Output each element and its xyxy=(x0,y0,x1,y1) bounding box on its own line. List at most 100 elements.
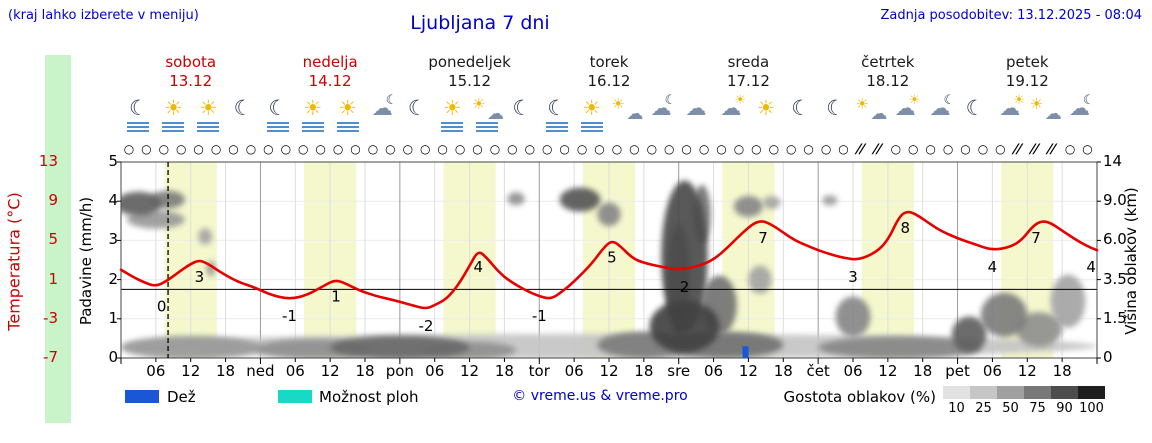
temperature-value-label: 1 xyxy=(331,288,341,306)
x-axis-tick-label: 06 xyxy=(982,362,1002,380)
temperature-value-label: -2 xyxy=(419,317,434,335)
fog-icon xyxy=(336,120,359,134)
cloudcover-symbol: ○ xyxy=(193,142,204,156)
cloudcover-symbol: ○ xyxy=(611,142,623,156)
day-date: 14.12 xyxy=(308,72,352,90)
rain-label: Dež xyxy=(167,388,196,406)
showers-swatch xyxy=(278,390,312,403)
cloudcover-symbol: ○ xyxy=(332,142,344,156)
density-scale-cell xyxy=(943,386,970,399)
cloud-density-scale: 10 25 50 75 90 100 xyxy=(943,384,1105,416)
cloud-glyph: ☁ xyxy=(626,104,644,124)
cloudcover-symbol: ○ xyxy=(716,142,727,156)
weather-icon-moon: ☾ xyxy=(959,97,991,135)
cloudcover-symbol: ○ xyxy=(210,142,222,156)
cloudcover-symbol: ○ xyxy=(960,142,971,156)
cloudcover-symbol: ○ xyxy=(594,142,605,156)
weather-icon-cloud-moon: ☾ ☁ xyxy=(645,93,677,135)
weather-icon-moon: ☾ xyxy=(785,97,817,135)
day-header: torek 16.12 xyxy=(539,53,679,91)
x-axis-tick-label: 18 xyxy=(773,362,793,380)
cloudcover-symbol: ○ xyxy=(1082,142,1093,156)
moon-glyph: ☾ xyxy=(826,96,845,120)
density-scale-value: 10 xyxy=(948,401,965,416)
weather-icon-sun: ☀ xyxy=(332,97,364,135)
temperature-value-label: 4 xyxy=(474,258,484,276)
cloud-symbol-row: ○ ○ ○ ○ ○ ○ ○ ○ ○ ○ ○ ○ ○ ○ ○ ○ ○ ○ ○ ○ ○ ○ ○ ○ ○ ○ ○ ○ ○ ○ ○ ○ ○ ○ ○ ○ ○ ○ ○ ○… xyxy=(0,142,1152,159)
x-axis-tick-label: 18 xyxy=(355,362,375,380)
weather-icon-moon: ☾ xyxy=(541,97,573,135)
cloudcover-symbol: ○ xyxy=(681,142,692,156)
day-name: četrtek xyxy=(861,53,915,71)
moon-glyph: ☾ xyxy=(943,93,956,108)
fog-icon xyxy=(197,120,220,134)
cloud-density-layer xyxy=(121,180,1097,358)
cloudcover-symbol: ○ xyxy=(1064,142,1076,156)
sun-glyph: ☀ xyxy=(338,96,357,120)
cloud-density-label: Gostota oblakov (%) xyxy=(783,388,936,406)
sun-glyph: ☀ xyxy=(582,96,601,120)
sun-glyph: ☀ xyxy=(163,96,183,120)
weather-icon-cloud-sun: ☀ ☁ xyxy=(715,93,747,135)
cloudcover-symbol: ○ xyxy=(141,142,152,156)
temperature-value-label: 0 xyxy=(157,297,167,315)
temp-tick: -3 xyxy=(43,308,58,327)
sun-glyph: ☀ xyxy=(1013,93,1025,108)
copyright-link[interactable]: © vreme.us & vreme.pro xyxy=(512,388,688,404)
density-scale-cell xyxy=(1024,386,1051,399)
cloudcover-symbol: ○ xyxy=(437,142,448,156)
cloudcover-symbol: ○ xyxy=(489,142,501,156)
cloudcover-symbol: ○ xyxy=(507,142,518,156)
cloud-glyph: ☁ xyxy=(1069,96,1091,120)
temperature-value-label: 4 xyxy=(1086,258,1096,276)
day-name: sobota xyxy=(165,53,217,71)
weather-icon-moon: ☾ xyxy=(401,97,433,135)
rain-bar xyxy=(742,346,749,358)
day-date: 19.12 xyxy=(1005,72,1049,90)
precip-tick: 3 xyxy=(108,230,118,249)
density-scale-value: 75 xyxy=(1029,401,1046,416)
temperature-value-label: -1 xyxy=(532,307,547,325)
x-axis-tick-label: sre xyxy=(667,362,691,380)
x-axis-tick-label: 12 xyxy=(1017,362,1037,380)
cloud-glyph: ☁ xyxy=(894,96,916,120)
temperature-curve xyxy=(119,210,1099,310)
density-scale-value: 25 xyxy=(975,401,992,416)
cloudcover-symbol: ○ xyxy=(298,142,309,156)
x-axis-tick-label: 06 xyxy=(704,362,724,380)
weather-icon-cloud-moon: ☾ ☁ xyxy=(924,93,956,135)
cloudcover-symbol: ○ xyxy=(925,142,936,156)
temp-tick: 13 xyxy=(38,152,58,170)
x-axis-tick-label: ned xyxy=(246,362,275,380)
day-date: 17.12 xyxy=(726,72,770,90)
weather-icon-cloud: ☁ xyxy=(680,97,712,135)
legend-row: Dež Možnost ploh © vreme.us & vreme.pro … xyxy=(0,384,1152,420)
day-date: 16.12 xyxy=(587,72,631,90)
day-name: nedelja xyxy=(302,53,358,71)
cloudkm-tick: 3.5 xyxy=(1103,269,1127,288)
cloudcover-symbol: ○ xyxy=(315,142,326,156)
cloudcover-symbol: ○ xyxy=(263,142,274,156)
density-scale-value: 90 xyxy=(1056,401,1073,416)
weather-icon-sun: ☀ xyxy=(192,97,224,135)
cloudcover-symbol: ○ xyxy=(420,142,431,156)
weather-icon-sun-cloud: ☀ ☁ xyxy=(1029,95,1062,135)
sun-glyph: ☀ xyxy=(472,95,486,113)
moon-glyph: ☾ xyxy=(791,96,811,120)
cloud-glyph: ☁ xyxy=(999,96,1021,120)
x-axis-tick-label: 18 xyxy=(634,362,654,380)
fog-icon xyxy=(441,120,464,134)
weather-icon-sun-cloud: ☀ ☁ xyxy=(854,95,887,135)
cloudcover-symbol: ○ xyxy=(768,142,780,156)
precip-tick: 2 xyxy=(108,269,118,288)
cloudcover-symbol: ○ xyxy=(472,142,483,156)
temperature-value-label: 7 xyxy=(758,229,768,247)
showers-label: Možnost ploh xyxy=(319,388,419,406)
cloudcover-symbol: ○ xyxy=(385,142,396,156)
temp-tick: -7 xyxy=(43,348,58,366)
cloudcover-symbol: ○ xyxy=(890,142,902,156)
x-axis-tick-label: tor xyxy=(528,362,550,380)
weather-icon-cloud-sun: ☀ ☁ xyxy=(889,93,921,135)
moon-glyph: ☾ xyxy=(965,96,985,120)
